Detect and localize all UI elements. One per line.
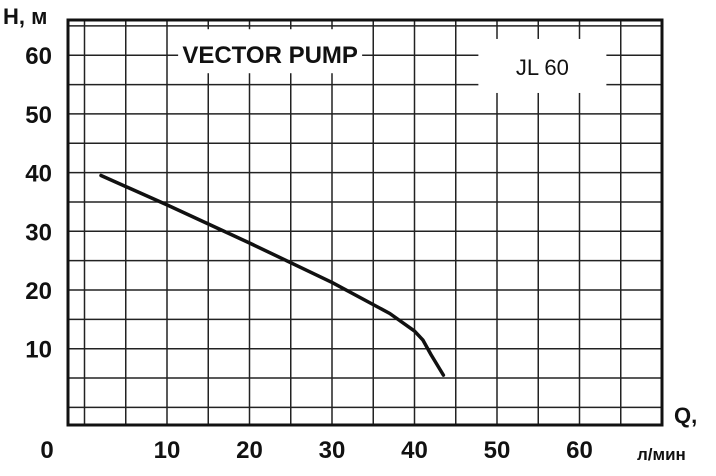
- y-tick-label: 20: [25, 278, 52, 305]
- title-background: [178, 29, 363, 74]
- plot-frame: [66, 18, 664, 427]
- model-label: JL 60: [516, 55, 569, 80]
- y-tick-labels: 10 20 30 40 50 60: [25, 43, 52, 363]
- x-axis-unit: л/мин: [637, 445, 686, 464]
- y-tick-label: 40: [25, 161, 52, 188]
- x-tick-label: 50: [484, 437, 511, 464]
- model-label-background: [478, 38, 607, 93]
- origin-label: 0: [40, 437, 53, 464]
- x-tick-label: 40: [401, 437, 428, 464]
- y-axis-label: H, м: [3, 4, 47, 29]
- x-axis-label: Q,: [674, 403, 697, 428]
- series-line-0: [99, 173, 446, 377]
- x-tick-label: 30: [319, 437, 346, 464]
- x-tick-label: 20: [236, 437, 263, 464]
- y-tick-label: 10: [25, 337, 52, 364]
- y-tick-label: 60: [25, 43, 52, 70]
- y-tick-label: 30: [25, 219, 52, 246]
- x-tick-labels: 10 20 30 40 50 60: [154, 437, 593, 464]
- chart-title: VECTOR PUMP: [182, 42, 358, 69]
- x-tick-label: 10: [154, 437, 181, 464]
- y-tick-label: 50: [25, 102, 52, 129]
- x-tick-label: 60: [566, 437, 593, 464]
- series-layer: [99, 173, 446, 377]
